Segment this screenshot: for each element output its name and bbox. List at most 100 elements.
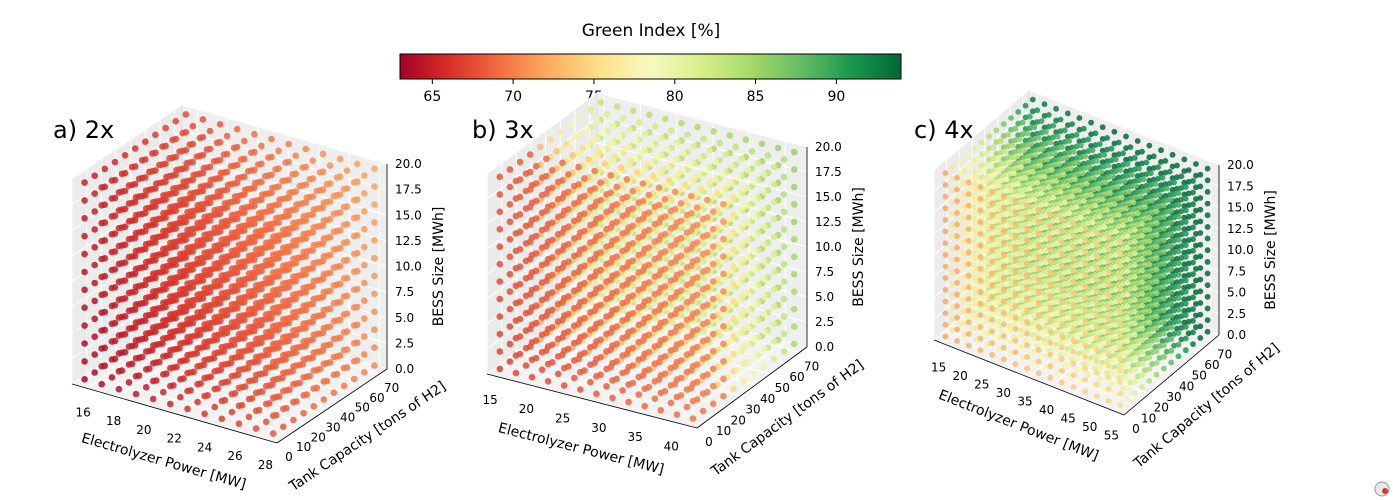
data-point bbox=[160, 353, 167, 360]
data-point bbox=[560, 312, 568, 320]
data-point bbox=[350, 357, 358, 365]
data-point bbox=[770, 233, 778, 241]
data-point bbox=[720, 392, 727, 400]
data-point bbox=[740, 308, 747, 315]
data-point bbox=[1080, 125, 1087, 132]
data-point bbox=[613, 103, 621, 110]
data-point bbox=[635, 304, 642, 311]
data-point bbox=[740, 325, 747, 333]
data-point bbox=[91, 297, 98, 305]
data-point bbox=[641, 368, 648, 375]
data-point bbox=[252, 389, 260, 397]
data-point bbox=[587, 221, 594, 229]
data-point bbox=[269, 305, 277, 312]
data-point bbox=[1115, 139, 1122, 146]
data-point bbox=[280, 244, 287, 252]
data-point bbox=[340, 185, 348, 193]
data-point bbox=[655, 184, 663, 191]
data-point bbox=[611, 152, 619, 160]
data-point bbox=[1066, 138, 1073, 144]
data-point bbox=[319, 150, 327, 158]
data-point bbox=[506, 323, 514, 330]
data-point bbox=[709, 348, 717, 355]
data-point bbox=[496, 243, 504, 250]
data-point bbox=[1000, 121, 1007, 127]
data-point bbox=[635, 338, 642, 346]
data-point bbox=[326, 162, 334, 169]
data-point bbox=[496, 313, 504, 320]
data-point bbox=[750, 213, 757, 221]
data-point bbox=[760, 171, 768, 178]
data-point bbox=[716, 139, 723, 147]
data-point bbox=[643, 161, 651, 168]
data-point bbox=[667, 207, 675, 215]
z-tick-label: 20.0 bbox=[395, 157, 422, 171]
data-point bbox=[1197, 241, 1204, 248]
data-point bbox=[115, 368, 123, 375]
data-point bbox=[1032, 151, 1039, 158]
data-point bbox=[1197, 253, 1204, 260]
data-point bbox=[91, 208, 98, 215]
data-point bbox=[496, 365, 504, 373]
data-point bbox=[269, 430, 277, 437]
data-point bbox=[211, 260, 218, 268]
data-point bbox=[1092, 130, 1099, 137]
data-point bbox=[657, 407, 665, 414]
data-point bbox=[1190, 259, 1196, 266]
data-point bbox=[142, 294, 150, 302]
data-point bbox=[142, 276, 150, 284]
data-point bbox=[704, 196, 711, 204]
data-point bbox=[571, 357, 578, 364]
data-point bbox=[544, 220, 552, 228]
data-point bbox=[142, 138, 149, 145]
data-point bbox=[245, 270, 253, 278]
data-point bbox=[108, 195, 116, 202]
data-point bbox=[651, 220, 659, 228]
data-point bbox=[496, 278, 504, 285]
y-tick-label: 10 bbox=[716, 424, 731, 438]
data-point bbox=[758, 140, 766, 148]
colorbar-ticks: 657075808590 bbox=[423, 79, 845, 105]
data-point bbox=[699, 372, 707, 380]
data-point bbox=[211, 332, 218, 339]
data-point bbox=[609, 289, 616, 297]
data-point bbox=[160, 210, 167, 217]
data-point bbox=[554, 178, 562, 186]
data-point bbox=[350, 375, 358, 383]
data-point bbox=[770, 216, 778, 223]
z-tick-label: 0.0 bbox=[395, 362, 414, 376]
data-point bbox=[177, 232, 184, 240]
data-point bbox=[699, 407, 707, 415]
data-point bbox=[290, 398, 297, 406]
data-point bbox=[194, 273, 201, 281]
data-point bbox=[160, 388, 167, 396]
data-point bbox=[269, 233, 277, 241]
data-point bbox=[790, 271, 798, 278]
x-tick-label: 20 bbox=[519, 402, 534, 416]
data-point bbox=[108, 248, 116, 256]
data-point bbox=[310, 367, 318, 374]
data-point bbox=[1028, 141, 1035, 148]
data-point bbox=[1190, 236, 1196, 243]
data-point bbox=[770, 355, 778, 363]
data-point bbox=[720, 358, 727, 365]
data-point bbox=[184, 262, 191, 270]
data-point bbox=[577, 299, 584, 306]
data-point bbox=[142, 240, 150, 248]
data-point bbox=[1197, 265, 1204, 271]
data-point bbox=[780, 156, 788, 163]
data-point bbox=[320, 324, 328, 332]
data-point bbox=[760, 241, 768, 248]
data-point bbox=[269, 394, 277, 402]
data-point bbox=[651, 308, 659, 315]
data-point bbox=[738, 155, 746, 162]
data-point bbox=[350, 268, 358, 276]
data-point bbox=[228, 265, 236, 273]
data-point bbox=[320, 199, 328, 206]
data-point bbox=[167, 347, 174, 354]
data-point bbox=[142, 312, 150, 320]
data-point bbox=[108, 213, 116, 220]
data-point bbox=[1070, 148, 1077, 155]
data-point bbox=[218, 308, 226, 315]
data-point bbox=[728, 162, 735, 170]
